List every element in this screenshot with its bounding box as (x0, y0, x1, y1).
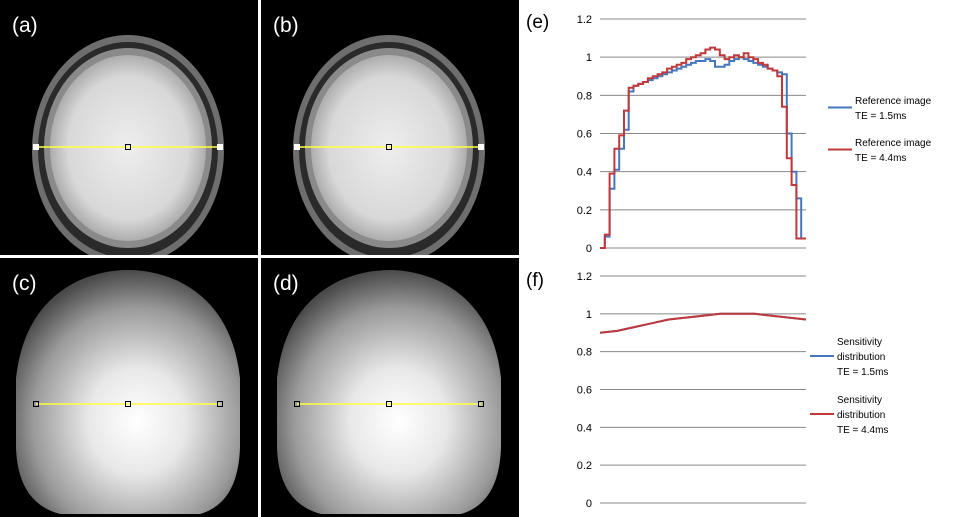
profile-handle (386, 401, 392, 407)
sensitivity-region (16, 270, 240, 514)
profile-handle (125, 401, 131, 407)
chart-label-e: (e) (526, 12, 550, 33)
y-tick-label: 1.2 (577, 271, 592, 283)
brain-tissue (311, 55, 467, 241)
y-tick-label: 0.2 (577, 460, 592, 472)
profile-handle (294, 144, 300, 150)
profile-handle (217, 144, 223, 150)
panel-b: (b) (261, 0, 519, 255)
series-line-f-1 (599, 312, 807, 334)
y-tick-label: 1 (586, 52, 592, 64)
y-tick-label: 0.8 (577, 347, 592, 359)
panel-a: (a) (0, 0, 258, 255)
panel-label-b: (b) (273, 14, 299, 37)
y-tick-label: 0.6 (577, 129, 592, 141)
series-line-f-0 (599, 312, 807, 334)
panel-d: (d) (261, 258, 519, 517)
legend-label: distribution (837, 352, 885, 363)
y-tick-label: 0.4 (577, 422, 592, 434)
profile-handle (386, 144, 392, 150)
panel-label-a: (a) (12, 14, 38, 37)
y-tick-label: 0 (586, 243, 592, 255)
profile-handle (478, 401, 484, 407)
y-tick-label: 0 (586, 498, 592, 510)
legend-label: TE = 1.5ms (855, 111, 906, 122)
profile-handle (125, 144, 131, 150)
legend-label: Sensitivity (837, 395, 882, 406)
profile-handle (33, 401, 39, 407)
chart-label-f: (f) (526, 270, 544, 291)
brain-image-b (293, 35, 485, 255)
y-tick-label: 0.6 (577, 385, 592, 397)
legend-label: TE = 1.5ms (837, 367, 888, 378)
panel-label-d: (d) (273, 272, 299, 295)
y-tick-label: 1 (586, 309, 592, 321)
brain-tissue (50, 55, 206, 241)
legend-label: Sensitivity (837, 337, 882, 348)
panel-c: (c) (0, 258, 258, 517)
profile-handle (217, 401, 223, 407)
legend-label: distribution (837, 410, 885, 421)
profile-handle (294, 401, 300, 407)
y-tick-label: 1.2 (577, 14, 592, 26)
sensitivity-region (277, 270, 501, 514)
sensitivity-map-d (277, 270, 501, 514)
y-tick-label: 0.2 (577, 205, 592, 217)
y-tick-label: 0.8 (577, 90, 592, 102)
y-tick-label: 0.4 (577, 167, 592, 179)
panel-label-c: (c) (12, 272, 37, 295)
sensitivity-map-c (16, 270, 240, 514)
legend-label: Reference image (855, 96, 932, 107)
series-line-e-1 (600, 46, 806, 249)
series-line-e-0 (600, 56, 806, 249)
profile-handle (478, 144, 484, 150)
brain-image-a (32, 35, 224, 255)
legend-label: TE = 4.4ms (837, 425, 888, 436)
legend-label: Reference image (855, 138, 932, 149)
legend-label: TE = 4.4ms (855, 153, 906, 164)
profile-handle (33, 144, 39, 150)
